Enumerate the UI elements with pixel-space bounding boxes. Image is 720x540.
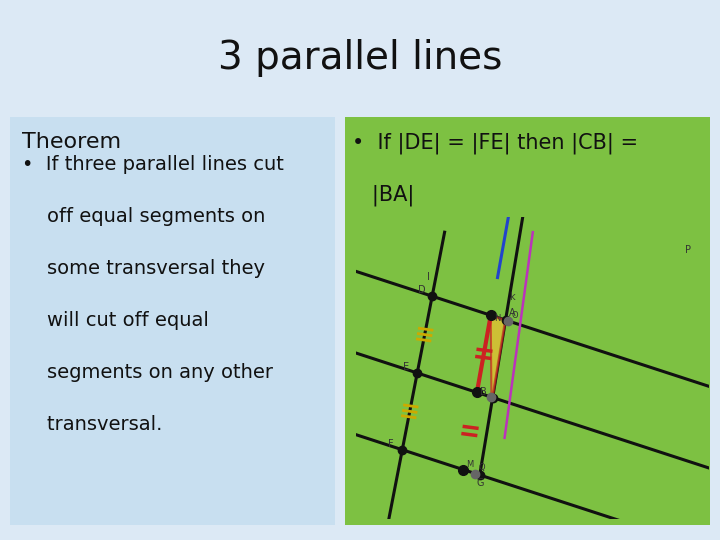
Text: transversal.: transversal.	[22, 415, 163, 434]
Text: G: G	[476, 477, 484, 488]
Polygon shape	[491, 315, 505, 397]
Text: E: E	[403, 362, 409, 372]
FancyBboxPatch shape	[345, 117, 710, 525]
Text: F: F	[388, 438, 394, 449]
Text: D: D	[418, 285, 426, 295]
Text: |BA|: |BA|	[352, 185, 415, 206]
Text: •  If three parallel lines cut: • If three parallel lines cut	[22, 155, 284, 174]
Text: Theorem: Theorem	[22, 132, 121, 152]
FancyBboxPatch shape	[10, 10, 710, 110]
Text: A: A	[509, 308, 516, 318]
Text: M: M	[467, 460, 474, 469]
Text: off equal segments on: off equal segments on	[22, 207, 266, 226]
Text: some transversal they: some transversal they	[22, 259, 265, 278]
Text: P: P	[685, 245, 690, 255]
Text: I: I	[427, 272, 430, 281]
Text: segments on any other: segments on any other	[22, 363, 273, 382]
Text: Q: Q	[479, 463, 485, 472]
Text: B: B	[480, 387, 487, 396]
Text: will cut off equal: will cut off equal	[22, 311, 209, 330]
Text: 3 parallel lines: 3 parallel lines	[218, 39, 502, 77]
Text: •  If |DE| = |FE| then |CB| =: • If |DE| = |FE| then |CB| =	[352, 132, 638, 153]
Text: k: k	[509, 293, 515, 302]
Text: N: N	[494, 314, 500, 323]
FancyBboxPatch shape	[10, 117, 335, 525]
Text: O: O	[511, 310, 518, 320]
